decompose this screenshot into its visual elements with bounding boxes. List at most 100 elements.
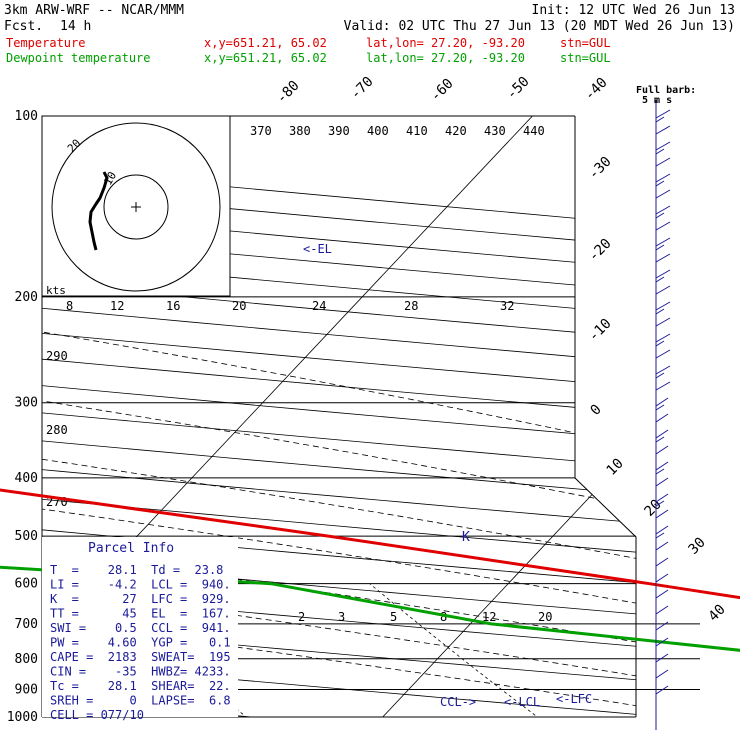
- wind-barb: [655, 365, 671, 375]
- theta-low-label: 290: [46, 349, 68, 363]
- model-title: 3km ARW-WRF -- NCAR/MMM: [4, 3, 184, 18]
- wind-barb: [655, 509, 669, 519]
- pressure-label: 700: [15, 617, 38, 632]
- barb-key-label: Full barb:: [636, 85, 696, 96]
- wind-barb: [655, 525, 669, 535]
- moist-adiabat-line: [42, 276, 636, 717]
- wind-barb: [655, 669, 669, 679]
- ccl-annotation: CCL->: [440, 695, 476, 709]
- wind-barb: [655, 301, 671, 311]
- wind-barb: [655, 605, 669, 615]
- wind-barb-flag: [655, 436, 665, 443]
- wind-barb: [655, 477, 669, 487]
- mixing-ratio-line: [635, 583, 636, 717]
- wind-barb: [655, 189, 671, 199]
- temperature-point: [648, 582, 651, 585]
- isotherm-line: [359, 116, 636, 717]
- parcel-info-row: Tc = 28.1 SHEAR= 22.: [50, 679, 231, 693]
- legend-temperature-xy: x,y=651.21, 65.02: [204, 36, 327, 50]
- wind-barb-flag: [655, 500, 665, 507]
- theta-label: 440: [523, 124, 545, 138]
- wind-barb: [655, 125, 671, 135]
- wind-barb: [655, 109, 671, 119]
- valid-time: Valid: 02 UTC Thu 27 Jun 13 (20 MDT Wed …: [344, 19, 735, 34]
- parcel-info-row: CAPE = 2183 SWEAT= 195: [50, 650, 231, 664]
- pressure-label: 900: [15, 682, 38, 697]
- wind-barb: [655, 205, 671, 215]
- isotherm-labels: -80 -70 -60 -50 -40 -30 -20 -10 0 10 20 30 40: [274, 74, 729, 625]
- isotherm-label: -80: [274, 78, 303, 107]
- wind-barb: [655, 573, 669, 583]
- pressure-label: 800: [15, 652, 38, 667]
- wind-barb-flag: [655, 276, 665, 283]
- theta-label: 390: [328, 124, 350, 138]
- pressure-label: 600: [15, 577, 38, 592]
- hodograph-ring-label: 20: [232, 299, 246, 313]
- wind-barb: [655, 285, 671, 295]
- wind-barb: [655, 685, 669, 695]
- temperature-point: [327, 535, 330, 537]
- wind-barb-column: Full barb: 5 m s: [636, 85, 696, 730]
- parcel-info-background: [42, 537, 238, 717]
- parcel-info-panel: Parcel Info T = 28.1 Td = 23.8LI = -4.2 …: [42, 537, 238, 722]
- parcel-info-row: T = 28.1 Td = 23.8: [50, 563, 223, 577]
- dry-adiabat-line: [42, 116, 636, 717]
- wind-barb: [655, 445, 669, 455]
- parcel-info-row: TT = 45 EL = 167.: [50, 607, 231, 621]
- mixing-ratio-label: 5: [390, 610, 397, 624]
- legend-temperature: Temperature x,y=651.21, 65.02 lat,lon= 2…: [6, 36, 611, 50]
- wind-barb: [655, 557, 669, 567]
- theta-label: 430: [484, 124, 506, 138]
- wind-barb: [655, 461, 669, 471]
- hodograph-ring-outer: [51, 122, 221, 292]
- wind-barb-flag: [655, 468, 665, 475]
- theta-label: 400: [367, 124, 389, 138]
- lfc-annotation: <-LFC: [556, 692, 592, 706]
- wind-barb: [655, 349, 671, 359]
- isotherm-label: -30: [586, 154, 615, 183]
- wind-barb: [655, 397, 669, 407]
- isotherm-label: -20: [586, 236, 615, 265]
- dewpoint-point: [490, 623, 492, 625]
- dry-adiabat-line: [42, 116, 636, 717]
- legend-temperature-name: Temperature: [6, 36, 85, 50]
- wind-barb: [655, 317, 671, 327]
- hodograph-ring-label: 28: [404, 299, 418, 313]
- legend-dewpoint-latlon: lat,lon= 27.20, -93.20: [366, 51, 525, 65]
- forecast-hours: 14 h: [60, 19, 91, 34]
- pressure-label: 1000: [7, 710, 38, 725]
- hodograph-trace: [88, 171, 109, 251]
- hodograph-ring-labels: 8 12 16 20 24 28 32: [66, 299, 514, 313]
- wind-barb: [655, 621, 669, 631]
- hodograph-unit: kts: [46, 284, 66, 297]
- pressure-label: 100: [15, 109, 38, 124]
- wind-barb-flag: [655, 308, 665, 315]
- wind-barb: [655, 541, 669, 551]
- mixing-ratio-label: 12: [482, 610, 496, 624]
- mixing-ratio-labels: 2 3 5 8 12 20: [298, 610, 552, 624]
- wind-barb: [655, 493, 669, 503]
- theta-label: 370: [250, 124, 272, 138]
- hodograph-ring-label: 8: [66, 299, 73, 313]
- mixing-ratio-label: 20: [538, 610, 552, 624]
- isotherm-label: 10: [604, 456, 627, 479]
- parcel-info-row: SWI = 0.5 CCL = 941.: [50, 621, 231, 635]
- mixing-ratio-label: 8: [440, 610, 447, 624]
- hodograph-ring-label: 16: [166, 299, 180, 313]
- theta-low-label: 280: [46, 423, 68, 437]
- parcel-info-row: CIN = -35 HWBZ= 4233.: [50, 665, 231, 679]
- pressure-labels: 100 200 300 400 500 600 700 800 900 1000: [7, 109, 38, 725]
- wind-barb: [655, 653, 669, 663]
- init-time: Init: 12 UTC Wed 26 Jun 13: [532, 3, 736, 18]
- legend-dewpoint-xy: x,y=651.21, 65.02: [204, 51, 327, 65]
- wind-barb-flag: [655, 116, 665, 123]
- isotherm-label: 30: [686, 535, 709, 558]
- series-temperature-points: [327, 535, 651, 585]
- hodograph-ring-label: 24: [312, 299, 326, 313]
- isotherm-label: -10: [586, 316, 615, 345]
- hodograph-ring-inner: [103, 174, 169, 240]
- mixing-ratio-label: 3: [338, 610, 345, 624]
- right-frame: [574, 116, 637, 717]
- legend-dewpoint-name: Dewpoint temperature: [6, 51, 151, 65]
